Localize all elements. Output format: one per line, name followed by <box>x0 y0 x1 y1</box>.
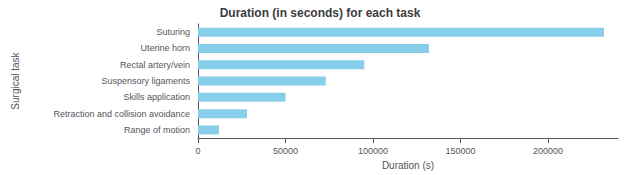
svg-text:Duration (in seconds) for each: Duration (in seconds) for each task <box>220 6 421 20</box>
svg-text:150000: 150000 <box>445 146 475 156</box>
svg-text:Suturing: Suturing <box>156 27 190 37</box>
svg-text:50000: 50000 <box>273 146 298 156</box>
svg-text:Suspensory ligaments: Suspensory ligaments <box>101 76 190 86</box>
svg-text:0: 0 <box>195 146 200 156</box>
svg-text:Range of motion: Range of motion <box>124 125 190 135</box>
svg-text:Skills application: Skills application <box>123 92 190 102</box>
svg-text:Retraction and collision avoid: Retraction and collision avoidance <box>53 109 190 119</box>
svg-text:Surgical task: Surgical task <box>10 51 21 109</box>
svg-text:Rectal artery/vein: Rectal artery/vein <box>120 60 190 70</box>
svg-text:200000: 200000 <box>533 146 563 156</box>
svg-text:Uterine horn: Uterine horn <box>140 43 190 53</box>
svg-text:Duration (s): Duration (s) <box>382 160 434 171</box>
svg-text:100000: 100000 <box>358 146 388 156</box>
